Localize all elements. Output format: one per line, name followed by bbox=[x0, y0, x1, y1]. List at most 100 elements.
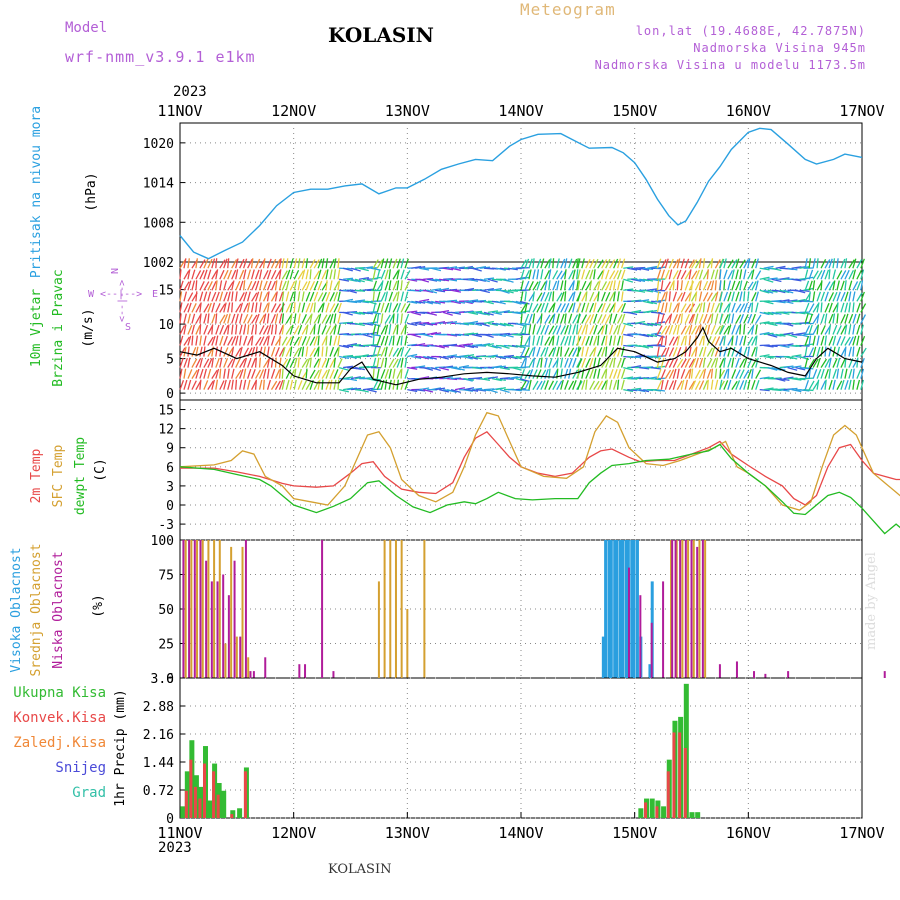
wind-barb bbox=[560, 313, 565, 324]
wind-barb bbox=[605, 379, 608, 390]
wind-barb bbox=[243, 368, 247, 379]
wind-barb bbox=[219, 324, 225, 335]
wind-barb bbox=[560, 357, 564, 368]
wind-barb bbox=[520, 313, 523, 324]
x-top-label: 17NOV bbox=[839, 102, 884, 120]
wind-barb bbox=[519, 344, 530, 347]
wind-barb bbox=[388, 368, 392, 379]
wind-barb bbox=[581, 280, 587, 291]
wind-barb bbox=[183, 368, 187, 379]
wind-barb bbox=[520, 368, 525, 379]
wind-barb bbox=[491, 287, 502, 291]
wind-barb bbox=[739, 358, 746, 368]
wind-barb bbox=[376, 313, 380, 324]
wind-barb bbox=[450, 267, 462, 271]
wind-barb bbox=[370, 276, 381, 280]
wind-barb bbox=[503, 354, 514, 358]
wind-barb bbox=[313, 369, 320, 379]
wind-barb bbox=[471, 333, 483, 338]
wind-barb bbox=[585, 379, 588, 390]
wind-barb bbox=[860, 335, 866, 346]
wind-barb bbox=[564, 269, 567, 280]
wind-barb bbox=[617, 303, 624, 313]
wind-barb bbox=[483, 277, 495, 280]
wind-barb bbox=[751, 346, 757, 357]
wind-barb bbox=[832, 335, 837, 346]
wind-barb bbox=[702, 280, 709, 291]
wind-barb bbox=[491, 311, 502, 315]
wind-barb bbox=[828, 281, 835, 291]
cloud-bar bbox=[383, 540, 386, 678]
wind-barb bbox=[343, 365, 354, 369]
wind-barb bbox=[337, 258, 340, 269]
wind-barb bbox=[223, 280, 228, 291]
wind-barb bbox=[731, 280, 736, 291]
wind-barb bbox=[743, 280, 748, 291]
wind-barb bbox=[660, 379, 664, 390]
wind-barb bbox=[313, 270, 320, 280]
wind-barb bbox=[589, 347, 596, 357]
wind-barb bbox=[727, 313, 731, 324]
wind-barb bbox=[223, 313, 229, 324]
wind-barb bbox=[325, 302, 330, 313]
wind-barb bbox=[660, 313, 665, 324]
wind-barb bbox=[791, 278, 802, 282]
wind-barb bbox=[358, 277, 370, 280]
wind-barb bbox=[499, 366, 510, 371]
wind-barb bbox=[664, 302, 668, 313]
wind-barb bbox=[609, 379, 613, 390]
wind-barb bbox=[313, 347, 320, 357]
wind-barb bbox=[684, 270, 691, 280]
wind-barb bbox=[246, 302, 251, 313]
cloud-bar bbox=[635, 540, 639, 678]
wind-barb bbox=[254, 280, 260, 291]
wind-barb bbox=[577, 325, 583, 335]
wind-barb bbox=[376, 269, 381, 280]
wind-barb bbox=[203, 258, 209, 269]
wind-barb bbox=[581, 314, 588, 324]
wind-barb bbox=[585, 369, 591, 379]
wind-barb bbox=[231, 313, 236, 324]
wind-barb bbox=[840, 336, 846, 346]
wind-barb bbox=[528, 347, 535, 357]
wind-barb bbox=[183, 324, 187, 335]
wind-barb bbox=[676, 269, 682, 280]
wind-barb bbox=[215, 324, 220, 335]
wind-barb bbox=[329, 292, 335, 302]
compass-e: E bbox=[152, 289, 158, 300]
wind-barb bbox=[384, 346, 388, 357]
wind-barb bbox=[211, 369, 218, 379]
wind-barb bbox=[435, 321, 446, 325]
wind-barb bbox=[536, 380, 543, 390]
wind-barb bbox=[688, 259, 695, 269]
wind-barb bbox=[227, 324, 230, 335]
wind-barb bbox=[808, 303, 815, 313]
wind-barb bbox=[464, 354, 475, 358]
wind-barb bbox=[195, 358, 201, 368]
wind-barb bbox=[495, 365, 506, 369]
wind-barb bbox=[747, 281, 754, 291]
wind-barb bbox=[366, 331, 377, 336]
wind-barb bbox=[714, 379, 719, 390]
wind-barb bbox=[464, 287, 475, 291]
wind-barb bbox=[317, 269, 322, 280]
wind-barb bbox=[376, 380, 383, 390]
wind-barb bbox=[536, 258, 542, 269]
wind-barb bbox=[623, 322, 634, 327]
precip-bar bbox=[184, 790, 188, 818]
wind-barb bbox=[690, 347, 697, 357]
wind-barb bbox=[464, 300, 475, 304]
wind-barb bbox=[860, 258, 865, 269]
wind-barb bbox=[836, 380, 843, 390]
wind-barb bbox=[321, 302, 325, 313]
wind-barb bbox=[458, 364, 469, 369]
wind-barb bbox=[824, 335, 827, 346]
wind-barb bbox=[589, 302, 595, 313]
wind-barb bbox=[511, 300, 522, 305]
wind-barb bbox=[239, 269, 245, 280]
wind-barb bbox=[655, 389, 666, 392]
wind-barb bbox=[698, 346, 704, 357]
wind-barb bbox=[278, 280, 283, 291]
wind-barb bbox=[698, 302, 703, 313]
wind-barb bbox=[552, 313, 556, 324]
